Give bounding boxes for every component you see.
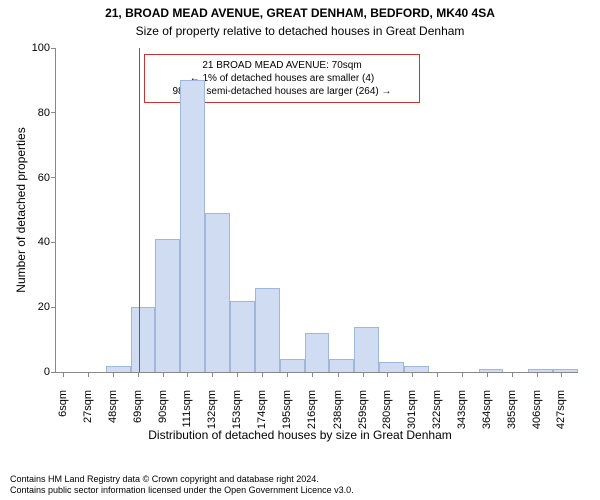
x-tick-mark [113, 372, 114, 377]
x-tick-mark [138, 372, 139, 377]
histogram-bar [379, 362, 404, 372]
y-axis-label: Number of detached properties [14, 48, 28, 372]
x-tick-label: 364sqm [481, 384, 493, 429]
histogram-bar [180, 80, 205, 372]
x-tick-label: 90sqm [157, 384, 169, 423]
x-tick-mark [561, 372, 562, 377]
x-tick-label: 153sqm [231, 384, 243, 429]
y-tick-label: 0 [44, 366, 56, 378]
y-tick-label: 40 [38, 236, 56, 248]
x-tick-mark [63, 372, 64, 377]
x-tick-label: 174sqm [256, 384, 268, 429]
x-tick-label: 427sqm [555, 384, 567, 429]
histogram-bar [305, 333, 330, 372]
y-tick-label: 60 [38, 172, 56, 184]
histogram-chart: 21, BROAD MEAD AVENUE, GREAT DENHAM, BED… [0, 0, 600, 500]
x-tick-mark [437, 372, 438, 377]
histogram-bar [205, 213, 230, 372]
x-tick-mark [212, 372, 213, 377]
x-tick-mark [187, 372, 188, 377]
x-tick-mark [338, 372, 339, 377]
x-tick-mark [537, 372, 538, 377]
histogram-bar [155, 239, 180, 372]
x-tick-mark [88, 372, 89, 377]
plot-area: 21 BROAD MEAD AVENUE: 70sqm ← 1% of deta… [55, 48, 578, 373]
histogram-bar [553, 369, 578, 372]
footer-line-2: Contains public sector information licen… [10, 485, 354, 496]
x-tick-label: 406sqm [531, 384, 543, 429]
x-tick-label: 111sqm [181, 384, 193, 428]
histogram-bar [479, 369, 504, 372]
histogram-bar [230, 301, 255, 372]
x-tick-label: 27sqm [82, 384, 94, 423]
y-tick-label: 80 [38, 107, 56, 119]
histogram-bar [329, 359, 354, 372]
footer-attribution: Contains HM Land Registry data © Crown c… [10, 474, 354, 496]
x-tick-label: 132sqm [206, 384, 218, 429]
histogram-bar [280, 359, 305, 372]
reference-line [139, 48, 140, 372]
x-tick-label: 6sqm [57, 384, 69, 417]
x-tick-mark [163, 372, 164, 377]
x-tick-label: 280sqm [381, 384, 393, 429]
x-tick-mark [387, 372, 388, 377]
histogram-bar [404, 366, 429, 372]
x-axis-label: Distribution of detached houses by size … [0, 428, 600, 442]
chart-title-main: 21, BROAD MEAD AVENUE, GREAT DENHAM, BED… [0, 6, 600, 20]
x-tick-mark [412, 372, 413, 377]
x-tick-label: 238sqm [332, 384, 344, 429]
x-tick-mark [262, 372, 263, 377]
annotation-line-1: 21 BROAD MEAD AVENUE: 70sqm [153, 59, 411, 72]
x-tick-mark [237, 372, 238, 377]
chart-title-sub: Size of property relative to detached ho… [0, 24, 600, 38]
x-tick-label: 385sqm [506, 384, 518, 429]
x-tick-label: 301sqm [406, 384, 418, 429]
histogram-bar [106, 366, 131, 372]
histogram-bar [528, 369, 553, 372]
x-tick-label: 216sqm [306, 384, 318, 429]
x-tick-label: 48sqm [107, 384, 119, 423]
x-tick-mark [512, 372, 513, 377]
histogram-bar [354, 327, 379, 372]
y-tick-label: 20 [38, 301, 56, 313]
x-tick-mark [312, 372, 313, 377]
x-tick-label: 322sqm [431, 384, 443, 429]
footer-line-1: Contains HM Land Registry data © Crown c… [10, 474, 354, 485]
x-tick-mark [487, 372, 488, 377]
x-tick-mark [462, 372, 463, 377]
histogram-bar [255, 288, 280, 372]
y-tick-label: 100 [32, 42, 56, 54]
x-tick-label: 195sqm [281, 384, 293, 429]
x-tick-mark [363, 372, 364, 377]
x-tick-label: 69sqm [132, 384, 144, 423]
histogram-bar [131, 307, 156, 372]
x-tick-label: 259sqm [357, 384, 369, 429]
x-tick-label: 343sqm [456, 384, 468, 429]
x-tick-mark [287, 372, 288, 377]
